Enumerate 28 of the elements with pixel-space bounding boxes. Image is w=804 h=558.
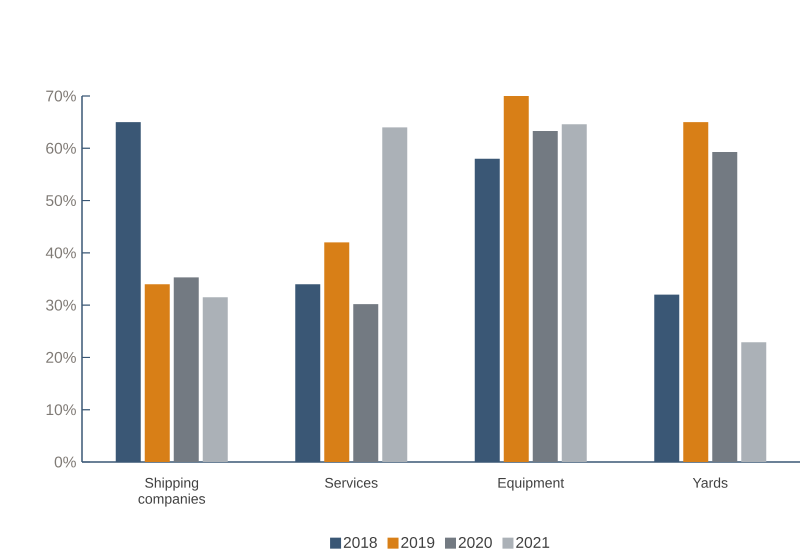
bar — [202, 297, 228, 462]
bar — [174, 277, 199, 462]
y-tick-label: 30% — [46, 300, 76, 311]
y-tick-label: 40% — [46, 247, 76, 258]
legend-label: 2019 — [401, 536, 434, 548]
y-tick-label: 50% — [46, 195, 76, 206]
x-tick-label: Yards — [692, 478, 728, 488]
legend-label: 2021 — [516, 536, 550, 548]
y-tick-label: 0% — [54, 456, 76, 468]
y-tick-label: 10% — [46, 404, 76, 416]
y-tick-label: 60% — [46, 142, 76, 154]
bar — [144, 284, 170, 462]
bar — [324, 242, 350, 462]
x-tick-label: Equipment — [498, 478, 564, 491]
bar — [504, 96, 529, 462]
bar — [532, 131, 558, 462]
x-tick-label: Services — [325, 478, 378, 488]
bar — [683, 122, 708, 462]
bar — [353, 304, 378, 462]
bar — [741, 342, 766, 462]
y-tick-label: 20% — [46, 352, 76, 363]
legend-label: 2018 — [344, 536, 377, 548]
x-tick-label: Shipping companies — [138, 478, 206, 507]
bar — [562, 124, 587, 462]
y-tick-label: 70% — [46, 90, 76, 102]
bar — [382, 127, 408, 462]
bar — [712, 152, 738, 462]
legend-label: 2020 — [458, 536, 492, 548]
